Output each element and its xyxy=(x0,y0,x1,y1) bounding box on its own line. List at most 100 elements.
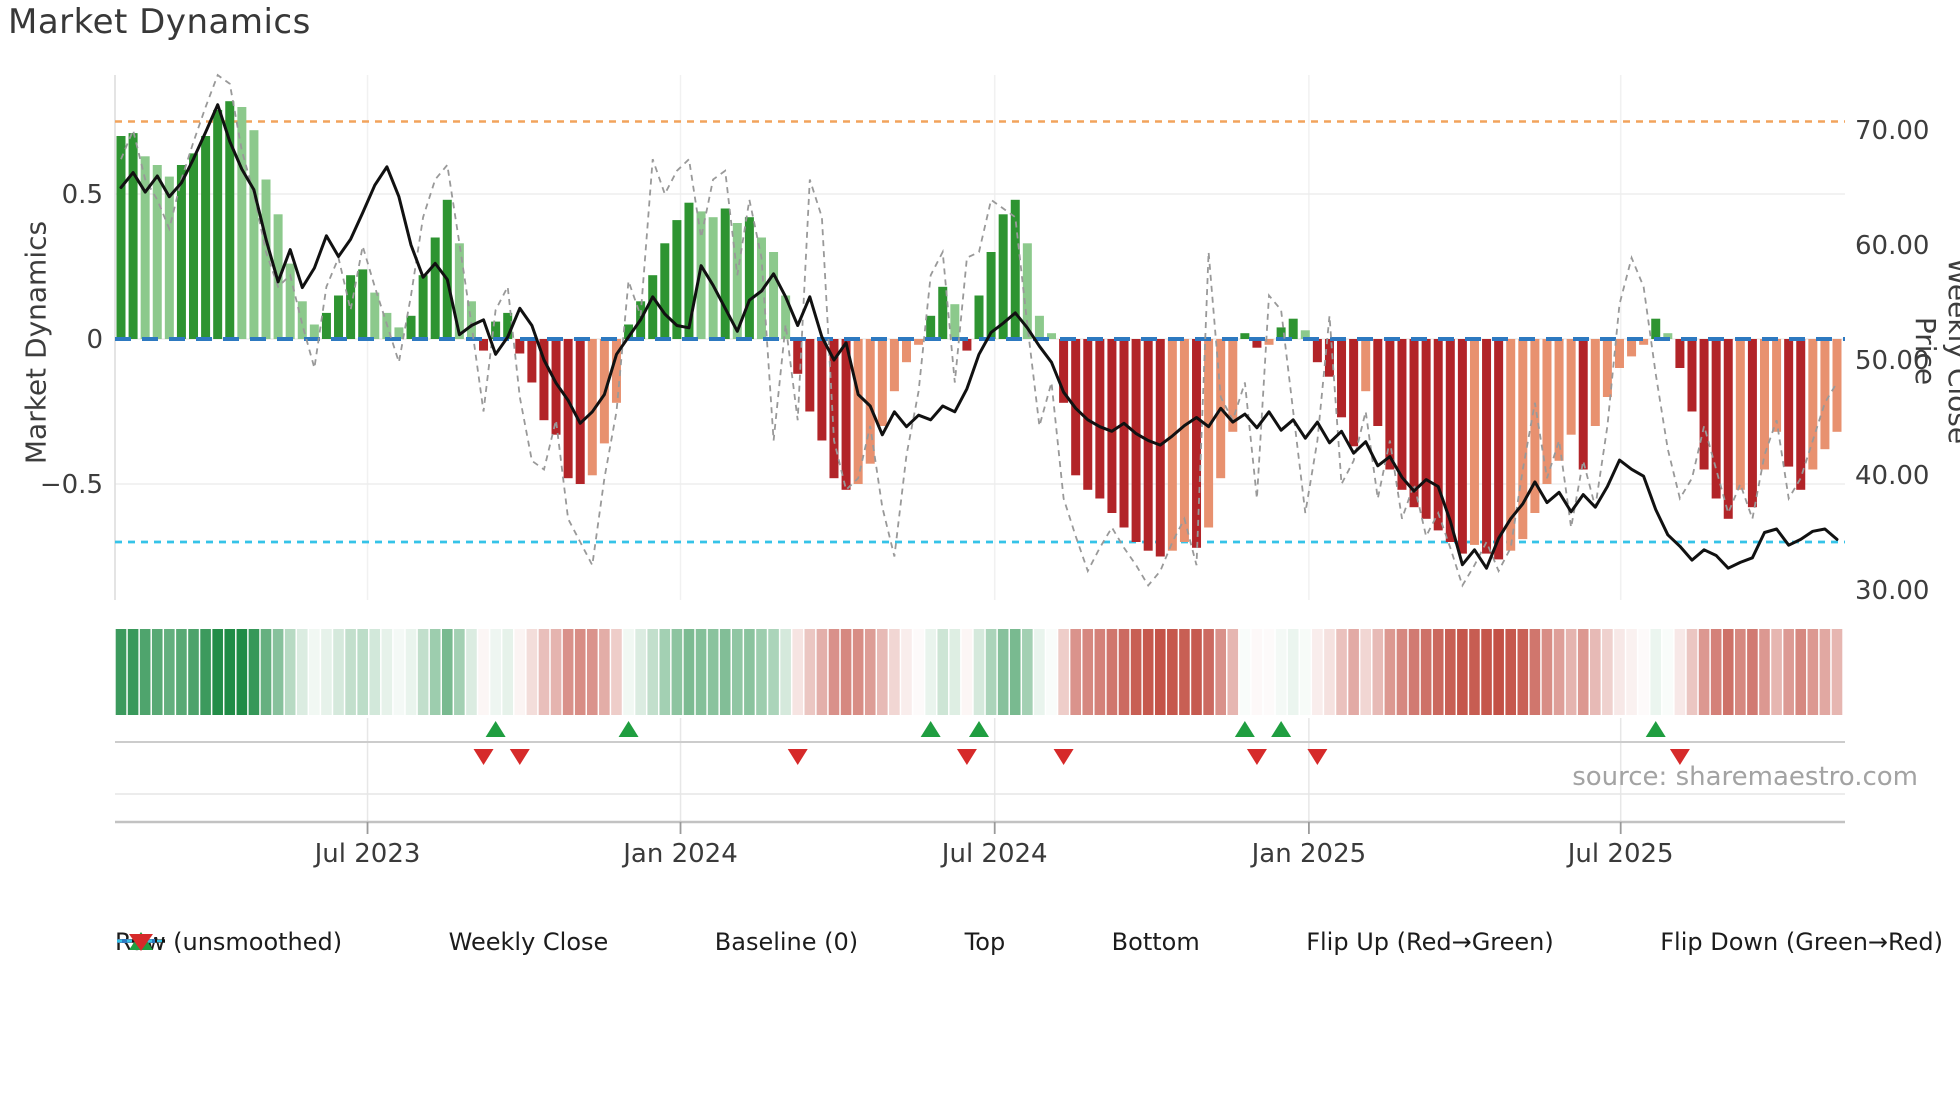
oscillator-bar xyxy=(950,304,960,339)
heatmap-cell xyxy=(1094,629,1106,715)
oscillator-bar xyxy=(1421,339,1431,519)
heatmap-cell xyxy=(550,629,562,715)
heatmap-cell xyxy=(1722,629,1734,715)
heatmap-cell xyxy=(1106,629,1118,715)
oscillator-bar xyxy=(1264,339,1274,345)
heatmap-cell xyxy=(1493,629,1504,715)
heatmap-cell xyxy=(1541,629,1553,715)
heatmap-cell xyxy=(115,629,127,715)
oscillator-bar xyxy=(1494,339,1504,560)
legend-item-flip-up: Flip Up (Red→Green) xyxy=(129,928,1554,956)
heatmap-cell xyxy=(1142,629,1154,715)
oscillator-bar xyxy=(1627,339,1637,357)
oscillator-bar xyxy=(1796,339,1806,490)
heatmap-cell xyxy=(997,629,1009,715)
heatmap-cell xyxy=(309,629,320,715)
oscillator-bar xyxy=(418,275,428,339)
heatmap-cell xyxy=(1565,629,1577,715)
legend-label: Weekly Close xyxy=(448,928,609,956)
heatmap-cell xyxy=(1082,629,1094,715)
heatmap-cell xyxy=(393,629,405,715)
oscillator-bar xyxy=(1542,339,1552,484)
heatmap-cell xyxy=(1275,629,1287,715)
oscillator-bar xyxy=(1010,199,1020,339)
oscillator-bar xyxy=(1747,339,1757,508)
heatmap-cell xyxy=(1469,629,1480,715)
oscillator-bar xyxy=(515,339,525,354)
heatmap-cell xyxy=(599,629,610,715)
oscillator-bar xyxy=(1518,339,1528,540)
oscillator-bar xyxy=(152,165,162,339)
oscillator-bar xyxy=(116,136,126,339)
oscillator-bar xyxy=(1506,339,1516,551)
oscillator-bar xyxy=(1192,339,1202,548)
oscillator-bar xyxy=(249,130,259,339)
heatmap-cell xyxy=(1396,629,1408,715)
oscillator-bar xyxy=(1312,339,1322,363)
heatmap-cell xyxy=(973,629,985,715)
oscillator-bar xyxy=(1614,339,1624,368)
heatmap-cell xyxy=(538,629,550,715)
heatmap-cell xyxy=(1457,629,1468,715)
heatmap-cell xyxy=(357,629,368,715)
legend-item-bottom: Bottom xyxy=(117,928,1200,956)
heatmap-cell xyxy=(127,629,139,715)
heatmap-cell xyxy=(1251,629,1263,715)
raw-line xyxy=(120,73,1838,588)
heatmap-cell xyxy=(1759,629,1770,715)
oscillator-bar xyxy=(1022,243,1032,339)
heatmap-cell xyxy=(1058,629,1069,715)
heatmap-cell xyxy=(272,629,284,715)
heatmap-cell xyxy=(284,629,296,715)
oscillator-bar xyxy=(128,133,138,339)
oscillator-bar xyxy=(1784,339,1794,467)
oscillator-bar xyxy=(1566,339,1576,435)
heatmap-cell xyxy=(1167,629,1178,715)
oscillator-bar xyxy=(539,339,549,421)
oscillator-bar xyxy=(1059,339,1069,403)
heatmap-cell xyxy=(1372,629,1384,715)
oscillator-bar xyxy=(225,101,235,339)
heatmap-cell xyxy=(1179,629,1190,715)
oscillator-bar xyxy=(1820,339,1830,450)
heatmap-cell xyxy=(1070,629,1081,715)
heatmap-cell xyxy=(1481,629,1492,715)
heatmap-cell xyxy=(1662,629,1674,715)
oscillator-bar xyxy=(321,312,331,339)
heatmap-cell xyxy=(768,629,779,715)
oscillator-bar xyxy=(805,339,815,412)
heatmap-cell xyxy=(574,629,586,715)
oscillator-bar xyxy=(1361,339,1371,392)
heatmap-cell xyxy=(1686,629,1698,715)
oscillator-bar xyxy=(406,315,416,339)
oscillator-bar xyxy=(865,339,875,464)
heatmap-cell xyxy=(333,629,344,715)
oscillator-bar xyxy=(974,295,984,339)
flip-up-marker xyxy=(1234,721,1255,737)
heatmap-cell xyxy=(852,629,864,715)
legend-item-baseline: Baseline (0) xyxy=(117,928,858,956)
oscillator-bar xyxy=(1457,339,1467,554)
oscillator-bar xyxy=(1143,339,1153,551)
legend-label: Flip Up (Red→Green) xyxy=(1306,928,1554,956)
left-tick-label: 0.5 xyxy=(62,180,103,210)
oscillator-bar xyxy=(1095,339,1105,499)
right-tick-label: 50.00 xyxy=(1855,346,1929,376)
oscillator-bar xyxy=(793,339,803,374)
left-tick-label: −0.5 xyxy=(40,470,103,500)
heatmap-cell xyxy=(1336,629,1347,715)
heatmap-cell xyxy=(490,629,501,715)
oscillator-bar xyxy=(986,252,996,339)
oscillator-bar xyxy=(624,324,634,339)
heatmap-cell xyxy=(1590,629,1601,715)
flip-down-marker xyxy=(1307,749,1328,765)
oscillator-bar xyxy=(732,223,742,339)
flip-down-marker xyxy=(473,749,494,765)
heatmap-cell xyxy=(732,629,743,715)
oscillator-bar xyxy=(926,315,936,339)
heatmap-cell xyxy=(683,629,695,715)
heatmap-cell xyxy=(1432,629,1444,715)
oscillator-bar xyxy=(853,339,863,484)
oscillator-bar xyxy=(430,237,440,339)
